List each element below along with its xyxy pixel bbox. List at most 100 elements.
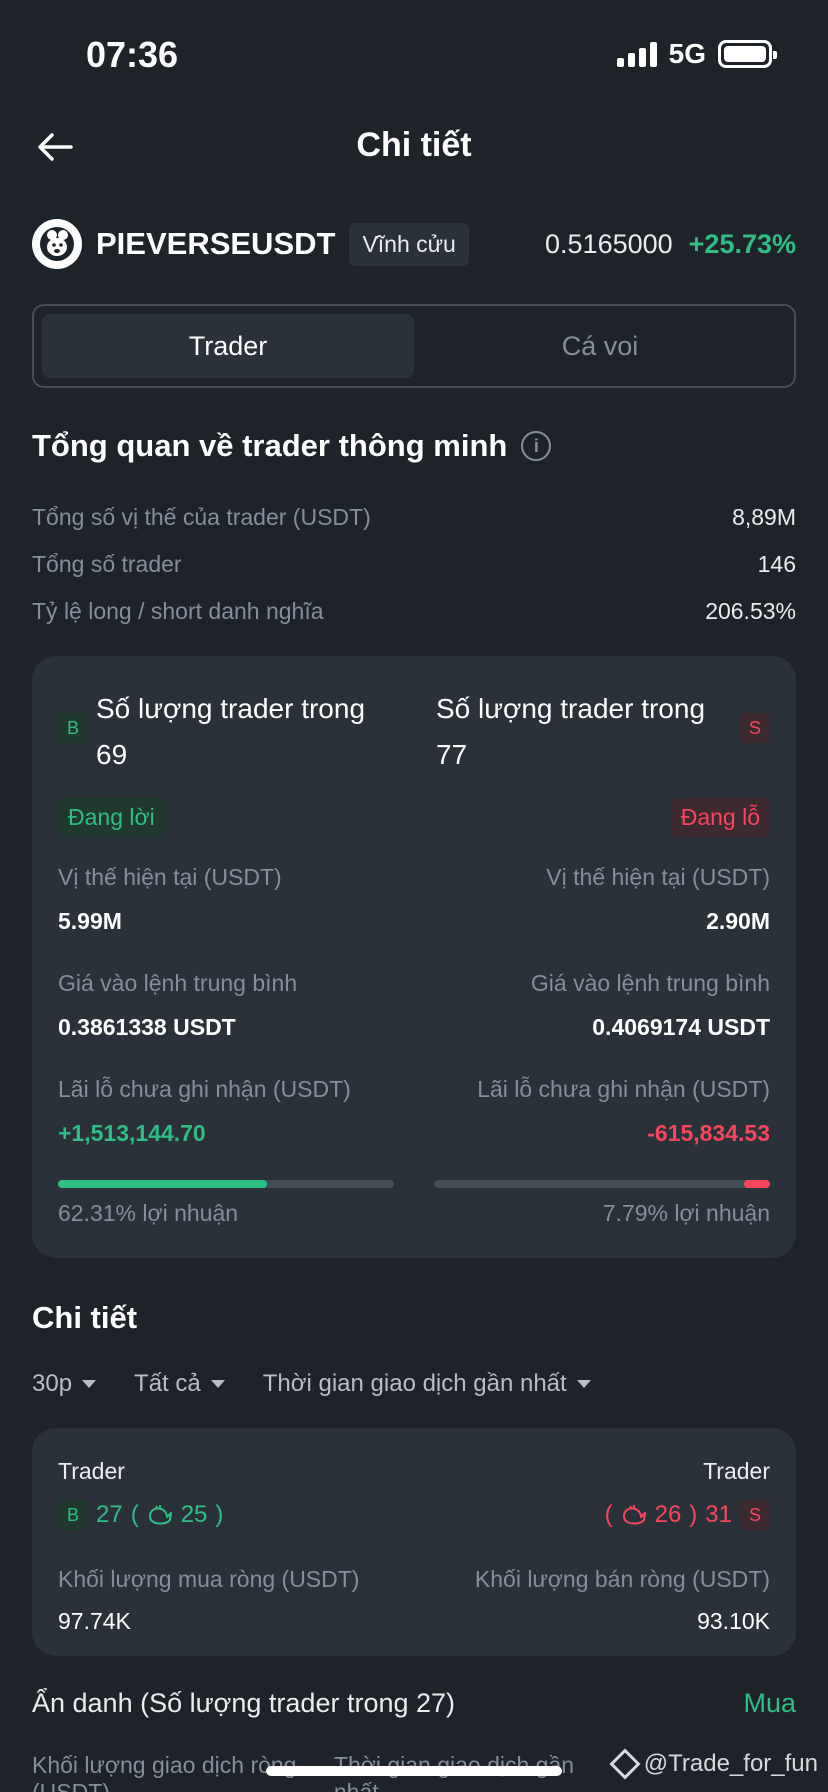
status-indicators: 5G xyxy=(616,38,777,70)
long-entry-value: 0.3861338 USDT xyxy=(58,1014,236,1040)
short-trader-count: 77 xyxy=(436,739,468,770)
overview-value: 146 xyxy=(757,551,796,577)
short-profit-bar xyxy=(434,1180,770,1188)
filter-label: Tất cả xyxy=(134,1370,201,1397)
long-position-label: Vị thế hiện tại (USDT) xyxy=(58,864,282,890)
buy-trader-label: Trader xyxy=(58,1458,125,1484)
overview-value: 8,89M xyxy=(732,504,796,530)
sell-badge: S xyxy=(740,1500,770,1530)
net-buy-label: Khối lượng mua ròng (USDT) xyxy=(58,1566,360,1592)
short-entry-label: Giá vào lệnh trung bình xyxy=(530,970,770,996)
paren-close: ) xyxy=(215,1501,224,1528)
overview-row-traders: Tổng số trader 146 xyxy=(32,551,796,578)
short-position-label: Vị thế hiện tại (USDT) xyxy=(546,864,770,890)
anon-trader-side: Mua xyxy=(743,1688,796,1718)
sell-whale-count: 26 xyxy=(654,1501,682,1528)
symbol-change: +25.73% xyxy=(688,228,796,259)
symbol-row: PIEVERSEUSDT Vĩnh cửu 0.5165000 +25.73% xyxy=(32,218,796,270)
buy-trader-counts: B 27 ( 25 ) xyxy=(58,1500,223,1530)
net-sell-label: Khối lượng bán ròng (USDT) xyxy=(474,1566,770,1592)
long-trader-title: Số lượng trader trong xyxy=(96,693,366,724)
network-type: 5G xyxy=(668,38,706,69)
status-bar: 07:36 5G xyxy=(0,0,828,100)
filter-timeframe[interactable]: 30p xyxy=(32,1370,97,1398)
long-status-badge: Đang lời xyxy=(58,798,165,837)
buy-whale-count: 25 xyxy=(180,1501,208,1528)
filter-label: 30p xyxy=(32,1370,73,1397)
whale-icon xyxy=(148,1505,172,1525)
overview-label: Tổng số trader xyxy=(32,551,182,577)
segmented-tabs: Trader Cá voi xyxy=(32,304,796,388)
sell-trader-count: 31 xyxy=(705,1501,732,1528)
overview-title-text: Tổng quan về trader thông minh xyxy=(32,428,508,463)
overview-label: Tổng số vị thế của trader (USDT) xyxy=(32,504,371,530)
short-profit-bar-fill xyxy=(743,1180,770,1188)
overview-title: Tổng quan về trader thông minh i xyxy=(32,428,552,464)
details-title: Chi tiết xyxy=(32,1300,137,1336)
cellular-signal-icon xyxy=(616,41,657,67)
sell-trader-counts: ( 26 ) 31 S xyxy=(605,1500,770,1530)
anon-trader-label: Ẩn danh (Số lượng trader trong 27) xyxy=(32,1688,456,1718)
short-entry-value: 0.4069174 USDT xyxy=(592,1014,770,1040)
top-nav: Chi tiết xyxy=(0,110,828,180)
long-entry-label: Giá vào lệnh trung bình xyxy=(58,970,298,996)
filter-type[interactable]: Tất cả xyxy=(134,1370,225,1398)
short-pnl-value: -615,834.53 xyxy=(647,1120,770,1146)
overview-row-ratio: Tỷ lệ long / short danh nghĩa 206.53% xyxy=(32,598,796,625)
short-status-badge: Đang lỗ xyxy=(670,798,770,837)
long-pnl-value: +1,513,144.70 xyxy=(58,1120,206,1146)
page-title: Chi tiết xyxy=(356,126,472,164)
net-volume-column: Khối lượng giao dịch ròng (USDT) xyxy=(32,1752,297,1792)
arrow-left-icon xyxy=(38,133,73,161)
long-trader-heading: Số lượng trader trong 69 xyxy=(96,686,365,778)
paren-close: ) xyxy=(689,1501,698,1528)
contract-type-tag: Vĩnh cửu xyxy=(349,222,469,266)
binance-logo-icon xyxy=(609,1748,641,1780)
caret-down-icon xyxy=(576,1380,591,1388)
long-profit-text: 62.31% lợi nhuận xyxy=(58,1200,239,1226)
overview-row-positions: Tổng số vị thế của trader (USDT) 8,89M xyxy=(32,504,796,531)
long-profit-bar xyxy=(58,1180,394,1188)
paren-open: ( xyxy=(604,1501,613,1528)
filters-bar: 30p Tất cả Thời gian giao dịch gần nhất xyxy=(32,1370,591,1398)
sell-trader-label: Trader xyxy=(703,1458,770,1484)
short-trader-heading: Số lượng trader trong 77 xyxy=(436,686,705,778)
pieverse-logo-icon xyxy=(40,227,74,261)
status-time: 07:36 xyxy=(86,34,179,75)
filter-sort[interactable]: Thời gian giao dịch gần nhất xyxy=(263,1370,591,1398)
watermark: @Trade_for_fun xyxy=(609,1748,818,1780)
anon-trader-row[interactable]: Ẩn danh (Số lượng trader trong 27) Mua xyxy=(32,1688,796,1719)
info-icon[interactable]: i xyxy=(521,431,552,461)
buy-trader-count: 27 xyxy=(96,1501,123,1528)
overview-label: Tỷ lệ long / short danh nghĩa xyxy=(32,598,324,624)
home-indicator[interactable] xyxy=(266,1766,562,1776)
overview-value: 206.53% xyxy=(705,598,796,624)
buy-badge: B xyxy=(58,1500,88,1530)
buy-badge: B xyxy=(58,713,88,743)
details-card: Trader Trader B 27 ( 25 ) ( 26 ) 31 S Kh… xyxy=(32,1428,796,1656)
caret-down-icon xyxy=(82,1380,97,1388)
details-title-text: Chi tiết xyxy=(32,1300,138,1335)
caret-down-icon xyxy=(210,1380,225,1388)
symbol-price: 0.5165000 xyxy=(545,228,673,259)
short-profit-text: 7.79% lợi nhuận xyxy=(602,1200,770,1226)
sell-badge: S xyxy=(740,713,770,743)
long-position-value: 5.99M xyxy=(58,908,122,934)
whale-icon xyxy=(622,1505,646,1525)
long-short-card: B Số lượng trader trong 69 Số lượng trad… xyxy=(32,656,796,1258)
tab-whale[interactable]: Cá voi xyxy=(561,330,639,361)
net-buy-value: 97.74K xyxy=(58,1608,131,1634)
watermark-text: @Trade_for_fun xyxy=(643,1750,818,1777)
battery-icon xyxy=(718,40,777,68)
symbol-logo xyxy=(32,219,82,269)
long-pnl-label: Lãi lỗ chưa ghi nhận (USDT) xyxy=(58,1076,351,1102)
short-position-value: 2.90M xyxy=(706,908,770,934)
net-sell-value: 93.10K xyxy=(697,1608,770,1634)
tab-trader[interactable]: Trader xyxy=(42,314,414,378)
back-button[interactable] xyxy=(30,122,80,172)
symbol-name[interactable]: PIEVERSEUSDT xyxy=(96,226,336,261)
long-profit-bar-fill xyxy=(58,1180,268,1188)
filter-label: Thời gian giao dịch gần nhất xyxy=(262,1370,567,1397)
paren-open: ( xyxy=(130,1501,139,1528)
short-pnl-label: Lãi lỗ chưa ghi nhận (USDT) xyxy=(477,1076,770,1102)
